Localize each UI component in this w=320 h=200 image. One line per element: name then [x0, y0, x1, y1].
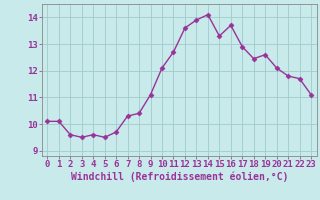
X-axis label: Windchill (Refroidissement éolien,°C): Windchill (Refroidissement éolien,°C): [70, 172, 288, 182]
